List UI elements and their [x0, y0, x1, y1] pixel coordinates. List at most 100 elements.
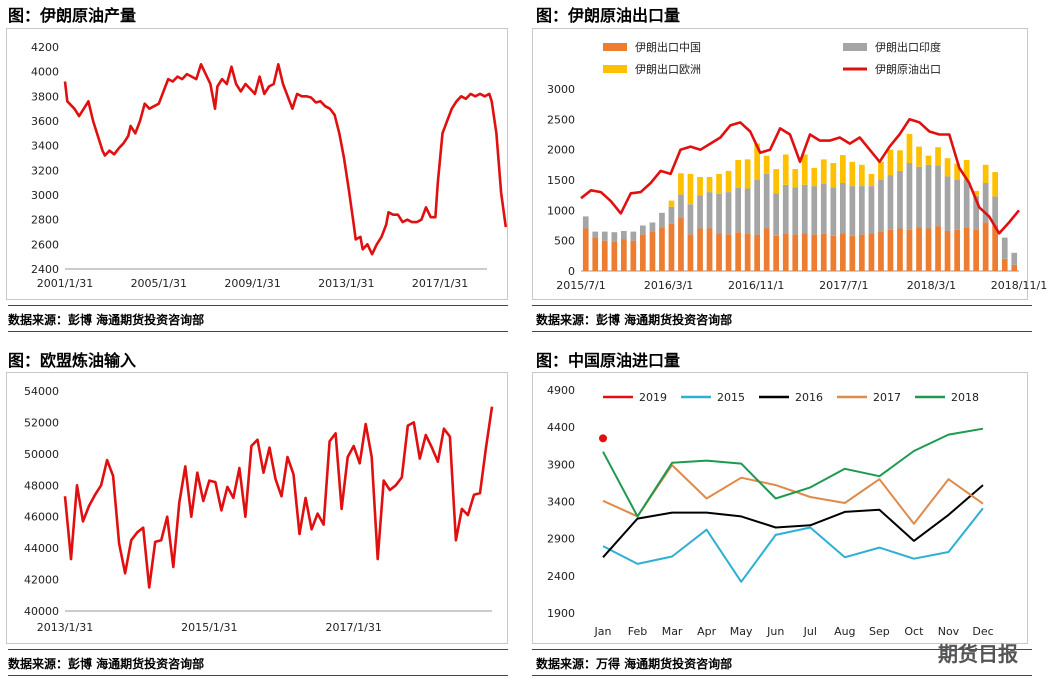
- divider: [8, 675, 508, 676]
- bar-segment-india: [830, 187, 837, 236]
- bar-segment-china: [868, 233, 875, 271]
- y-tick-label: 4200: [31, 41, 59, 54]
- bar-segment-india: [973, 195, 979, 230]
- bar-segment-europe: [697, 177, 703, 196]
- chart-title: 图：伊朗原油出口量: [536, 6, 681, 25]
- china-imports-chart: 1900 2400 2900 3400 3900 4400 4900 Jan Feb Mar Apr…: [547, 384, 994, 638]
- source-note: 数据来源：万得 海通期货投资咨询部: [536, 657, 733, 671]
- bar-segment-india: [878, 180, 884, 232]
- y-tick-label: 500: [554, 235, 575, 248]
- refinery-input-line: [63, 406, 494, 589]
- bar-segment-china: [763, 228, 770, 271]
- bar-segment-india: [659, 212, 665, 228]
- series-line-2016: [602, 484, 984, 558]
- bar-segment-europe: [763, 155, 770, 174]
- bar-segment-india: [668, 206, 675, 224]
- bar-segment-india: [887, 175, 894, 230]
- y-tick-label: 42000: [24, 574, 59, 587]
- bar-segment-china: [668, 223, 675, 271]
- x-tick-label: Sep: [869, 625, 890, 638]
- bar-segment-india: [621, 231, 627, 240]
- bar-segment-india: [601, 231, 608, 241]
- legend-swatch: [603, 43, 627, 51]
- iran-exports-chart: 0 500 1000 1500 2000 2500 3000 2015/7/1 2016/3/1…: [547, 40, 1047, 292]
- bar-segment-india: [916, 166, 922, 228]
- x-tick-label: Jul: [803, 625, 817, 638]
- y-tick-label: 44000: [24, 542, 59, 555]
- y-tick-label: 3600: [31, 115, 59, 128]
- bar-segment-china: [601, 240, 608, 271]
- bar-segment-china: [630, 240, 637, 271]
- bar-segment-europe: [963, 160, 970, 180]
- bar-segment-europe: [887, 149, 894, 176]
- chart-area: 1900 2400 2900 3400 3900 4400 4900 Jan Feb Mar Apr…: [532, 372, 1028, 644]
- y-tick-label: 3800: [31, 90, 59, 103]
- bar-segment-europe: [868, 173, 875, 186]
- x-tick-label: 2015/1/31: [181, 621, 237, 634]
- bar-segment-europe: [725, 170, 732, 193]
- bar-segment-india: [744, 188, 751, 234]
- x-tick-label: 2013/1/31: [318, 277, 374, 290]
- bar-segment-china: [916, 227, 922, 271]
- legend-label: 伊朗出口中国: [635, 40, 701, 54]
- bar-segment-china: [649, 231, 656, 271]
- legend-label: 伊朗出口欧洲: [635, 62, 701, 76]
- iran-production-chart: 2400 2600 2800 3000 3200 3400 3600 3800 4000 4200…: [31, 41, 508, 290]
- bar-segment-europe: [925, 155, 932, 165]
- y-tick-label: 4000: [31, 66, 59, 79]
- bar-segment-china: [582, 228, 589, 271]
- y-tick-label: 46000: [24, 511, 59, 524]
- y-tick-label: 1000: [547, 204, 575, 217]
- x-tick-label: 2018/3/1: [907, 279, 956, 292]
- bar-segment-india: [697, 195, 703, 229]
- x-tick-label: 2001/1/31: [37, 277, 93, 290]
- bar-segment-india: [925, 164, 932, 229]
- divider: [532, 331, 1032, 332]
- x-tick-label: 2016/11/1: [728, 279, 784, 292]
- x-tick-label: Oct: [904, 625, 924, 638]
- x-tick-label: 2005/1/31: [131, 277, 187, 290]
- y-tick-label: 2500: [547, 113, 575, 126]
- bar-segment-india: [754, 180, 760, 235]
- bar-segment-china: [754, 234, 760, 271]
- legend-label: 伊朗出口印度: [875, 40, 941, 54]
- bar-segment-europe: [992, 172, 998, 197]
- eu-refinery-chart: 40000 42000 44000 46000 48000 50000 52000 54000…: [24, 385, 494, 634]
- x-tick-label: Apr: [697, 625, 717, 638]
- bar-segment-india: [716, 194, 722, 234]
- y-tick-label: 2600: [31, 238, 59, 251]
- bar-segment-india: [725, 192, 732, 235]
- bar-segment-europe: [801, 154, 808, 185]
- bar-segment-india: [582, 216, 589, 229]
- legend-label: 伊朗原油出口: [875, 62, 941, 76]
- x-tick-label: May: [730, 625, 753, 638]
- chart-title: 图：欧盟炼油输入: [8, 351, 137, 370]
- bar-segment-china: [878, 231, 884, 271]
- legend-label: 2016: [795, 391, 823, 404]
- series-line-2017: [602, 464, 984, 525]
- bar-segment-china: [811, 234, 818, 271]
- bar-segment-china: [716, 233, 722, 271]
- y-tick-label: 2400: [31, 263, 59, 276]
- x-tick-label: Dec: [972, 625, 993, 638]
- bar-segment-china: [744, 234, 751, 271]
- bar-segment-india: [982, 183, 989, 223]
- y-tick-label: 2800: [31, 214, 59, 227]
- bar-segment-india: [792, 187, 799, 235]
- x-tick-label: 2015/7/1: [556, 279, 605, 292]
- bar-segment-europe: [830, 163, 837, 188]
- bar-segment-europe: [678, 173, 684, 195]
- bar-segment-india: [773, 193, 779, 236]
- x-tick-label: 2009/1/31: [224, 277, 280, 290]
- bar-segment-europe: [792, 169, 799, 188]
- panel-china-imports: 图：中国原油进口量 1900 2400 2900 3400 3900 4400 4900 Ja…: [528, 345, 1048, 697]
- bar-segment-india: [1011, 252, 1018, 265]
- bar-segment-india: [1001, 237, 1008, 259]
- divider: [8, 331, 508, 332]
- x-tick-label: 2017/7/1: [819, 279, 868, 292]
- bar-segment-china: [925, 228, 932, 271]
- source-note: 数据来源：彭博 海通期货投资咨询部: [8, 313, 205, 327]
- y-tick-label: 3000: [547, 83, 575, 96]
- bar-segment-china: [611, 241, 618, 271]
- bar-segment-india: [801, 184, 808, 234]
